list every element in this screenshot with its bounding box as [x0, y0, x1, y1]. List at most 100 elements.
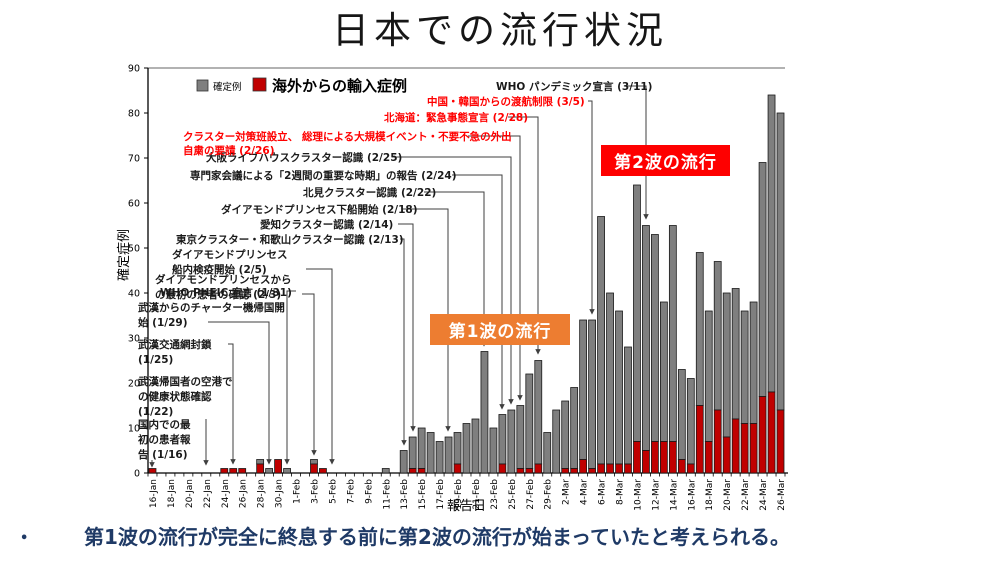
y-tick-label: 10: [128, 424, 140, 435]
annotation-charter-flights: 武漢からのチャーター機帰国開始 (1/29): [138, 301, 285, 329]
bar-imported: [256, 463, 265, 474]
x-tick-label: 24-Mar: [759, 479, 769, 511]
x-tick-label: 27-Feb: [526, 479, 536, 510]
x-tick-label: 7-Feb: [346, 479, 356, 504]
legend-swatch-confirmed: [196, 79, 209, 92]
bar-imported: [274, 459, 282, 474]
x-tick-label: 20-Mar: [723, 479, 733, 511]
bar-confirmed: [767, 94, 776, 393]
x-tick-label: 17-Feb: [436, 479, 446, 510]
legend-label-imported: 海外からの輸入症例: [272, 77, 407, 95]
conclusion-text: 第1波の流行が完全に終息する前に第2波の流行が始まっていたと考えられる。: [84, 525, 791, 549]
bar-confirmed: [713, 261, 722, 411]
bar-confirmed: [570, 387, 579, 469]
bar-imported: [525, 468, 534, 474]
x-tick-label: 25-Feb: [508, 479, 518, 510]
y-tick-label: 80: [128, 109, 140, 120]
bar-confirmed: [283, 468, 291, 474]
x-tick-label: 14-Mar: [669, 479, 679, 511]
annotation-leader-dp-disembark: [402, 208, 451, 432]
conclusion-bullet: • 第1波の流行が完全に終息する前に第2波の流行が始まっていたと考えられる。: [0, 524, 1000, 550]
bar-confirmed: [534, 360, 543, 465]
x-axis: 16-Jan 18-Jan 20-Jan 22-Jan 24-Jan 26-Jan 28-J…: [147, 473, 787, 511]
annotation-leader-who-pheic: [284, 290, 296, 465]
x-tick-label: 9-Feb: [364, 479, 374, 504]
bar-imported: [749, 423, 758, 474]
x-tick-label: 22-Mar: [741, 479, 751, 511]
annotation-who-pandemic: WHO パンデミック宣言 (3/11): [496, 80, 652, 93]
bar-imported: [677, 459, 686, 474]
x-tick-label: 12-Mar: [651, 479, 661, 511]
bar-confirmed: [731, 288, 740, 420]
annotation-leader-dp-first-case: [302, 293, 317, 456]
annotation-leader-dp-quarantine: [306, 268, 335, 465]
bar-imported: [453, 463, 462, 474]
annotation-leader-hokkaido-emergency: [508, 116, 541, 355]
y-tick-label: 20: [128, 379, 140, 390]
x-tick-label: 16-Jan: [149, 479, 159, 508]
legend-swatch-imported: [252, 77, 267, 92]
annotation-first-domestic-case: 国内での最初の患者報告 (1/16): [138, 418, 191, 461]
bar-confirmed: [256, 459, 265, 465]
bars: [148, 94, 785, 474]
bar-confirmed: [399, 450, 408, 474]
annotations: 国内での最初の患者報告 (1/16)武漢帰国者の空港での健康状態確認(1/22)…: [138, 80, 652, 468]
bar-confirmed: [516, 405, 525, 469]
x-axis-title: 報告日: [447, 499, 486, 514]
bar-confirmed: [704, 310, 713, 442]
bar-imported: [588, 468, 596, 474]
bar-confirmed: [579, 319, 588, 460]
annotation-cluster-taskforce: クラスター対策班設立、 総理による大規模イベント・不要不急の外出自粛の要請 (2…: [183, 130, 512, 157]
bullet-marker: •: [20, 531, 29, 546]
x-tick-label: 30-Jan: [275, 479, 285, 508]
x-tick-label: 5-Feb: [328, 479, 338, 504]
bar-imported: [659, 441, 668, 474]
bar-confirmed: [480, 351, 489, 474]
x-tick-label: 13-Feb: [400, 479, 410, 510]
bar-confirmed: [444, 436, 453, 474]
bar-imported: [597, 463, 605, 474]
bar-imported: [695, 405, 704, 474]
x-tick-label: 8-Mar: [616, 479, 626, 505]
bar-confirmed: [749, 301, 758, 424]
y-tick-label: 70: [128, 154, 140, 165]
bar-confirmed: [471, 418, 480, 474]
bar-confirmed: [686, 378, 695, 465]
bar-confirmed: [588, 319, 596, 469]
annotation-airport-health-check: 武漢帰国者の空港での健康状態確認(1/22): [138, 375, 233, 418]
bar-confirmed: [615, 310, 623, 465]
bar-confirmed: [668, 225, 677, 442]
wave1-label-box: 第1波の流行: [430, 314, 570, 345]
y-axis: 0 10 20 30 40 50 60 70 80 90: [128, 64, 148, 480]
annotation-kitami-cluster: 北見クラスター認識 (2/22): [303, 186, 436, 199]
bar-confirmed: [642, 225, 650, 451]
y-tick-label: 50: [128, 244, 140, 255]
x-tick-label: 15-Feb: [418, 479, 428, 510]
bar-imported: [570, 468, 579, 474]
bar-confirmed: [265, 468, 274, 474]
bar-imported: [229, 468, 238, 474]
bar-confirmed: [462, 423, 471, 474]
x-tick-label: 29-Feb: [544, 479, 554, 510]
bar-imported: [579, 459, 588, 474]
x-tick-label: 26-Jan: [239, 479, 249, 508]
bar-confirmed: [677, 369, 686, 460]
bar-confirmed: [624, 346, 632, 465]
y-tick-label: 60: [128, 199, 140, 210]
bar-imported: [776, 409, 785, 474]
bar-confirmed: [651, 234, 659, 442]
bar-imported: [758, 396, 767, 474]
annotation-leader-travel-restrictions: [588, 100, 595, 315]
bar-confirmed: [552, 409, 561, 474]
bar-imported: [408, 468, 417, 474]
bar-confirmed: [381, 468, 390, 474]
x-tick-label: 11-Feb: [382, 479, 392, 510]
annotation-leader-wuhan-lockdown: [228, 343, 236, 465]
bar-imported: [713, 409, 722, 474]
bar-imported: [561, 468, 570, 474]
x-tick-label: 3-Feb: [310, 479, 320, 504]
bar-confirmed: [310, 459, 318, 465]
bar-imported: [686, 463, 695, 474]
bar-imported: [238, 468, 247, 474]
